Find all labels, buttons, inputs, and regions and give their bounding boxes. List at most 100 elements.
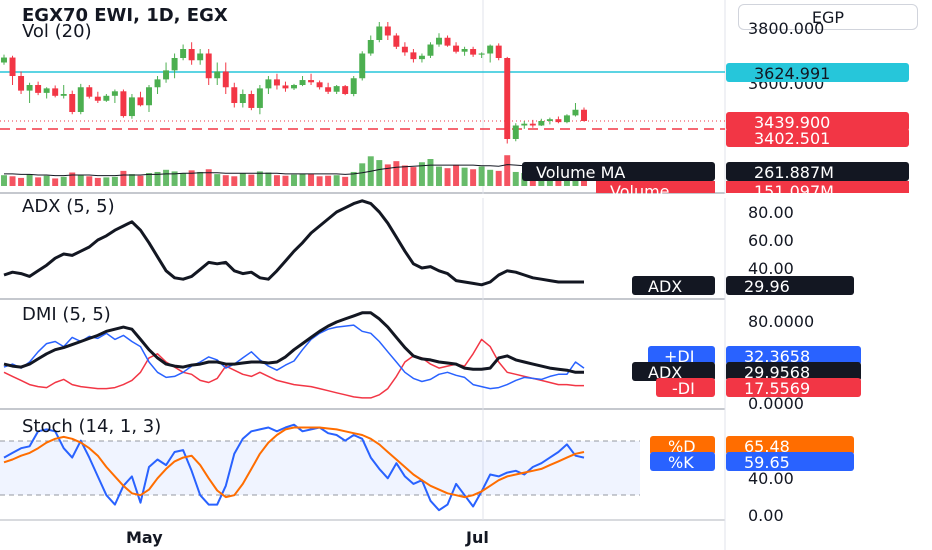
volume-bar	[248, 174, 255, 186]
candle-body	[546, 119, 553, 121]
stoch-k-value: 59.65	[744, 453, 790, 472]
dashed-level-tag: 3402.501	[726, 128, 909, 148]
candle-body	[529, 123, 536, 126]
candle-body	[35, 85, 42, 93]
volume-bar	[427, 159, 434, 186]
candle-body	[538, 121, 545, 126]
volume-bar	[35, 177, 42, 186]
stoch-k-label: %K	[668, 453, 694, 472]
candles	[1, 22, 587, 144]
volume-bar	[154, 171, 161, 186]
volume-bar	[163, 169, 170, 186]
adx-tick-60: 60.00	[748, 231, 794, 250]
candle-body	[495, 45, 502, 58]
volume-bar	[461, 167, 468, 186]
candle-body	[376, 26, 383, 40]
candle-body	[273, 79, 280, 86]
candle-body	[94, 96, 101, 101]
candle-body	[171, 58, 178, 71]
candle-body	[9, 57, 16, 76]
candle-body	[512, 125, 519, 139]
adx-lines	[3, 199, 584, 287]
adx-tick-40: 40.00	[748, 259, 794, 278]
volume-bar	[120, 170, 127, 186]
candle-body	[461, 49, 468, 52]
dmi-adx-line	[3, 311, 584, 374]
volume-bar	[359, 163, 366, 186]
candle-body	[572, 109, 579, 116]
volume-bar	[128, 174, 135, 186]
volume-bar	[197, 171, 204, 186]
volume-bar	[350, 171, 357, 186]
candle-body	[384, 26, 391, 36]
candle-body	[555, 119, 562, 123]
volume-bar	[487, 169, 494, 186]
volume-bar	[299, 173, 306, 186]
candle-body	[188, 49, 195, 61]
adx-pane-label: ADX (5, 5)	[22, 196, 115, 217]
volume-value: 151.097M	[754, 182, 834, 201]
volume-bar	[231, 176, 238, 186]
candle-body	[350, 78, 357, 94]
volume-bar	[103, 177, 110, 186]
volume-bar	[146, 173, 152, 186]
candle-body	[103, 95, 110, 101]
candle-body	[154, 79, 161, 88]
dashed-level-value: 3402.501	[754, 129, 830, 148]
candle-body	[86, 87, 93, 97]
candle-body	[128, 97, 135, 117]
candle-body	[367, 40, 374, 54]
volume-bar	[316, 176, 323, 186]
candle-body	[563, 115, 570, 123]
volume-bar	[222, 175, 229, 186]
stoch-k-tag: %K 59.65	[650, 452, 854, 472]
candle-body	[453, 45, 460, 52]
last-price-value: 3439.900	[754, 113, 830, 132]
cyan-level-tag: 3624.991	[726, 63, 909, 83]
stoch-k-line	[3, 423, 585, 512]
volume-bar	[376, 160, 383, 186]
candle-body	[239, 94, 246, 103]
dmi-pane-label: DMI (5, 5)	[22, 304, 111, 325]
plus-di-tag: +DI 32.3658	[648, 346, 861, 366]
candle-body	[120, 91, 127, 117]
candle-body	[282, 85, 289, 89]
volume-bar	[69, 172, 76, 186]
volume-bar	[60, 176, 67, 186]
volume-bar	[410, 167, 417, 186]
volume-bar	[52, 178, 59, 186]
volume-bar	[171, 171, 178, 186]
candle-body	[299, 80, 306, 85]
plus-di-label: +DI	[664, 347, 694, 366]
volume-ma-value: 261.887M	[754, 163, 834, 182]
stoch-d-label: %D	[668, 437, 696, 456]
volume-bar	[214, 174, 221, 186]
candle-body	[18, 76, 25, 91]
volume-bar	[180, 173, 187, 186]
candle-body	[521, 123, 528, 126]
currency-selector[interactable]: EGP	[738, 4, 918, 30]
volume-bar	[325, 175, 332, 186]
dmi-tick-0: 0.0000	[748, 394, 804, 413]
volume-bar	[256, 171, 263, 186]
candle-body	[26, 85, 33, 91]
candle-body	[43, 88, 50, 93]
candle-body	[137, 97, 144, 106]
minus-di-value: 17.5569	[744, 379, 810, 398]
candle-body	[163, 70, 170, 80]
x-tick-may: May	[126, 528, 163, 547]
candle-body	[248, 94, 255, 108]
candle-body	[427, 44, 434, 56]
candle-body	[325, 87, 332, 92]
adx-line	[3, 199, 584, 287]
stoch-tick-0: 0.00	[748, 506, 784, 525]
candle-body	[214, 71, 221, 79]
volume-bar	[26, 174, 33, 186]
volume-bar	[401, 165, 408, 186]
candle-body	[52, 88, 59, 96]
candle-body	[265, 79, 272, 89]
x-tick-jul: Jul	[465, 528, 489, 547]
volume-bar	[43, 175, 50, 186]
volume-ma-line	[4, 164, 585, 177]
